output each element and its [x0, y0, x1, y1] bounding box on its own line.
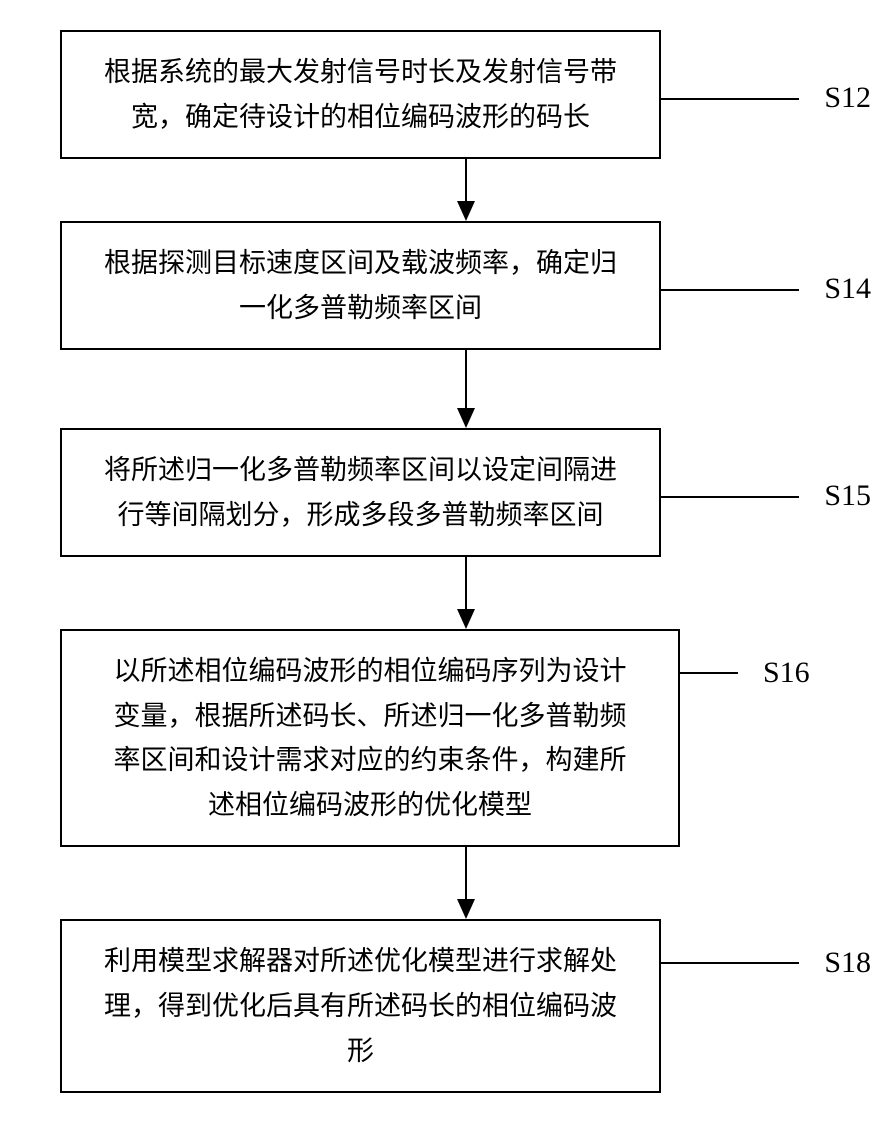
connector-line: [678, 672, 738, 674]
arrow-head-icon: [457, 408, 475, 428]
step-row-s14: 根据探测目标速度区间及载波频率，确定归 一化多普勒频率区间 S14: [20, 221, 871, 350]
arrow-s15-s16: [156, 557, 776, 629]
step-text: 宽，确定待设计的相位编码波形的码长: [82, 95, 639, 140]
step-box-s16: 以所述相位编码波形的相位编码序列为设计 变量，根据所述码长、所述归一化多普勒频 …: [60, 629, 680, 847]
step-text: 形: [82, 1029, 639, 1074]
step-text: 一化多普勒频率区间: [82, 286, 639, 331]
step-text: 变量，根据所述码长、所述归一化多普勒频: [82, 694, 658, 739]
connector-line: [659, 962, 799, 964]
step-label-s14: S14: [824, 272, 871, 306]
step-text: 以所述相位编码波形的相位编码序列为设计: [82, 649, 658, 694]
arrow-s12-s14: [156, 159, 776, 221]
step-label-s15: S15: [824, 479, 871, 513]
flowchart-container: 根据系统的最大发射信号时长及发射信号带 宽，确定待设计的相位编码波形的码长 S1…: [20, 30, 871, 1093]
connector-line: [659, 98, 799, 100]
arrow-line: [465, 557, 467, 609]
step-row-s18: 利用模型求解器对所述优化模型进行求解处 理，得到优化后具有所述码长的相位编码波 …: [20, 919, 871, 1093]
step-box-s14: 根据探测目标速度区间及载波频率，确定归 一化多普勒频率区间: [60, 221, 661, 350]
step-text: 理，得到优化后具有所述码长的相位编码波: [82, 984, 639, 1029]
step-text: 根据探测目标速度区间及载波频率，确定归: [82, 241, 639, 286]
step-label-s18: S18: [824, 946, 871, 980]
arrow-s14-s15: [156, 350, 776, 428]
step-label-s16: S16: [763, 656, 810, 690]
arrow-line: [465, 159, 467, 201]
arrow-s16-s18: [156, 847, 776, 919]
connector-line: [659, 289, 799, 291]
step-text: 利用模型求解器对所述优化模型进行求解处: [82, 939, 639, 984]
step-text: 率区间和设计需求对应的约束条件，构建所: [82, 738, 658, 783]
connector-line: [659, 496, 799, 498]
step-text: 述相位编码波形的优化模型: [82, 783, 658, 828]
step-row-s16: 以所述相位编码波形的相位编码序列为设计 变量，根据所述码长、所述归一化多普勒频 …: [20, 629, 871, 847]
step-row-s15: 将所述归一化多普勒频率区间以设定间隔进 行等间隔划分，形成多段多普勒频率区间 S…: [20, 428, 871, 557]
step-text: 根据系统的最大发射信号时长及发射信号带: [82, 50, 639, 95]
step-row-s12: 根据系统的最大发射信号时长及发射信号带 宽，确定待设计的相位编码波形的码长 S1…: [20, 30, 871, 159]
arrow-head-icon: [457, 201, 475, 221]
step-text: 行等间隔划分，形成多段多普勒频率区间: [82, 493, 639, 538]
step-label-s12: S12: [824, 81, 871, 115]
step-text: 将所述归一化多普勒频率区间以设定间隔进: [82, 448, 639, 493]
arrow-line: [465, 350, 467, 408]
step-box-s18: 利用模型求解器对所述优化模型进行求解处 理，得到优化后具有所述码长的相位编码波 …: [60, 919, 661, 1093]
step-box-s12: 根据系统的最大发射信号时长及发射信号带 宽，确定待设计的相位编码波形的码长: [60, 30, 661, 159]
step-box-s15: 将所述归一化多普勒频率区间以设定间隔进 行等间隔划分，形成多段多普勒频率区间: [60, 428, 661, 557]
arrow-head-icon: [457, 609, 475, 629]
arrow-head-icon: [457, 899, 475, 919]
arrow-line: [465, 847, 467, 899]
